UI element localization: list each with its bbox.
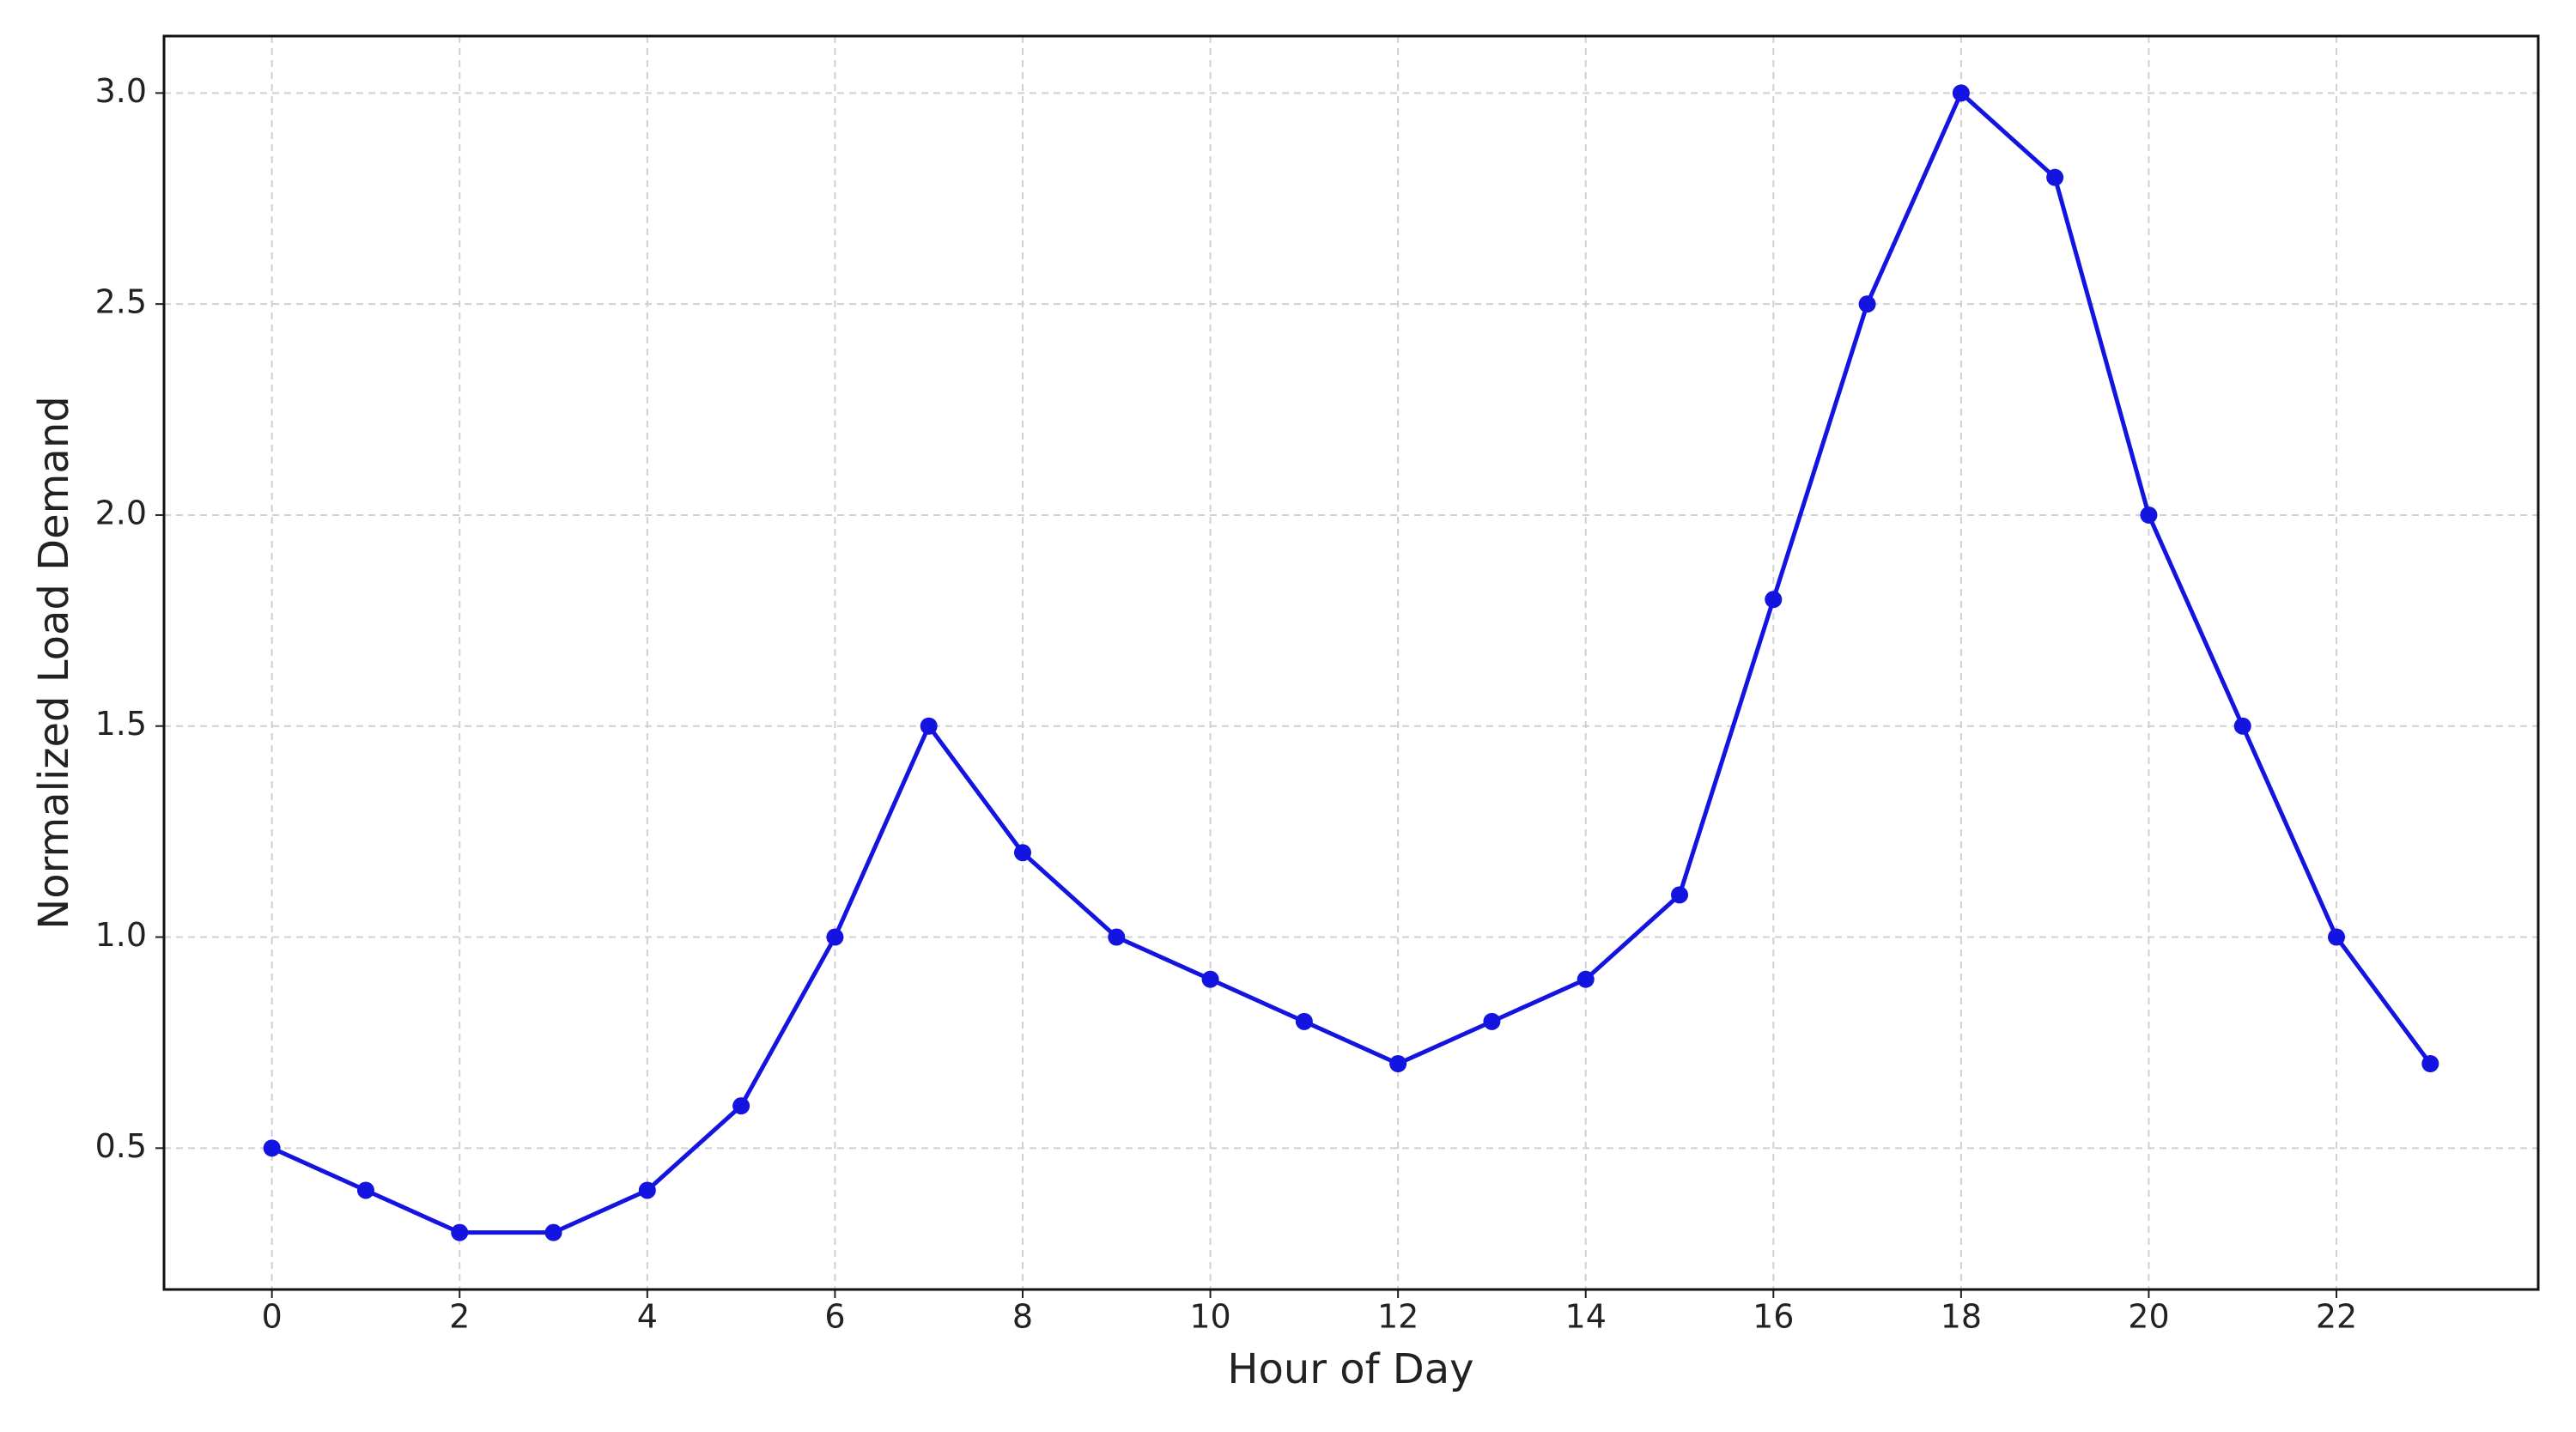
point: [544, 1223, 562, 1241]
x-tick-label: 6: [824, 1298, 845, 1336]
x-tick-label: 8: [1012, 1298, 1033, 1336]
x-tick-label: 18: [1941, 1298, 1982, 1336]
point: [1765, 591, 1783, 609]
x-tick-label: 16: [1753, 1298, 1794, 1336]
point: [1295, 1012, 1313, 1030]
point: [732, 1097, 750, 1115]
point: [2233, 717, 2251, 735]
point: [2140, 506, 2158, 524]
point: [1201, 970, 1219, 988]
line: [270, 90, 2433, 1235]
x-tick-label: 4: [637, 1298, 658, 1336]
y-tick-label: 2.5: [95, 283, 147, 321]
x-tick-label: 20: [2128, 1298, 2169, 1336]
y-tick-label: 3.0: [95, 72, 147, 110]
y-tick-label: 1.5: [95, 705, 147, 743]
point: [826, 928, 844, 946]
x-tick-label: 12: [1377, 1298, 1419, 1336]
point: [2046, 168, 2064, 186]
point: [356, 1181, 374, 1199]
x-axis-label: Hour of Day: [1227, 1345, 1473, 1393]
x-tick-label: 2: [449, 1298, 470, 1336]
point: [1389, 1055, 1407, 1073]
point: [1483, 1012, 1501, 1030]
y-tick-label: 2.0: [95, 494, 147, 531]
x-tick-label: 14: [1565, 1298, 1607, 1336]
y-axis-label: Normalized Load Demand: [30, 396, 78, 929]
point: [1108, 928, 1126, 946]
x-tick-label: 10: [1189, 1298, 1230, 1336]
y-tick-label: 0.5: [95, 1127, 147, 1165]
point: [1858, 295, 1876, 313]
point: [920, 717, 938, 735]
point: [1577, 970, 1595, 988]
x-tick-label: 0: [262, 1298, 283, 1336]
point: [2421, 1055, 2439, 1073]
y-tick-label: 1.0: [95, 916, 147, 954]
point: [2328, 928, 2346, 946]
point: [1952, 84, 1970, 102]
plot-frame: [162, 34, 2540, 1291]
point: [263, 1139, 281, 1157]
point: [451, 1223, 469, 1241]
x-tick-label: 22: [2316, 1298, 2357, 1336]
point: [638, 1181, 656, 1199]
point: [1013, 844, 1031, 862]
point: [1671, 886, 1689, 904]
